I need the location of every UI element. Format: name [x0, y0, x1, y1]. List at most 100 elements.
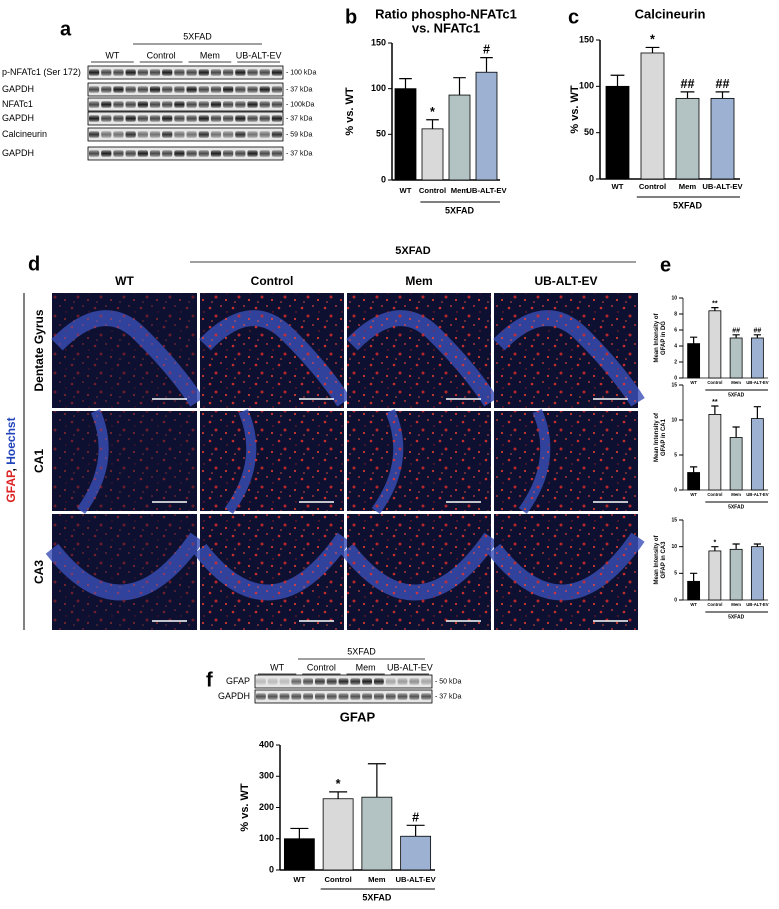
- y-tick-label: 4: [674, 343, 677, 349]
- chart-title: GFAP: [340, 709, 376, 724]
- blot-band: [259, 150, 270, 157]
- blot-band: [198, 101, 209, 108]
- blot-band: [210, 131, 222, 138]
- chart-title: Ratio phospho-NFATc1: [375, 6, 517, 21]
- lane-label: UB-ALT-EV: [387, 662, 433, 672]
- blot-band: [101, 115, 112, 122]
- blot-band: [137, 150, 148, 157]
- blot-band: [223, 86, 234, 93]
- error-bar: [480, 57, 493, 73]
- blot-band: [89, 101, 100, 108]
- x-tick-label: WT: [690, 492, 697, 497]
- significance-marker: ##: [753, 328, 761, 335]
- blot-band: [271, 150, 282, 157]
- blot-band: [174, 131, 185, 138]
- blot-band: [125, 86, 136, 93]
- x-tick-label: UB-ALT-EV: [746, 602, 769, 607]
- blot-band: [149, 69, 161, 76]
- blot-band: [174, 150, 185, 157]
- blot-size: - 37 kDa: [286, 86, 313, 93]
- blot-band: [279, 678, 290, 685]
- blot-band: [291, 693, 302, 700]
- error-bar: [399, 78, 412, 89]
- blot-band: [271, 131, 282, 138]
- y-axis-label: Mean Intensity of: [654, 313, 660, 363]
- blot-band: [235, 115, 246, 122]
- x-tick-label: UB-ALT-EV: [746, 492, 769, 497]
- y-tick-label: 10: [671, 417, 677, 423]
- y-tick-label: 50: [584, 127, 594, 137]
- y-tick-label: 50: [376, 129, 386, 139]
- error-bar: [732, 334, 740, 338]
- blot-band: [113, 86, 124, 93]
- y-tick-label: 0: [674, 597, 677, 603]
- x-tick-label: Control: [707, 602, 722, 607]
- blot-size: - 100kDa: [286, 101, 315, 108]
- blot-band: [247, 150, 258, 157]
- bar: [708, 413, 722, 491]
- error-bar: [711, 307, 719, 311]
- blot-row-label: GAPDH: [218, 691, 250, 701]
- bar: [729, 548, 743, 601]
- blot-band: [186, 150, 197, 157]
- blot-strip: [87, 146, 284, 161]
- y-tick-label: 6: [674, 327, 677, 333]
- chart-title: vs. NFATc1: [412, 20, 480, 35]
- x-tick-label: WT: [690, 380, 697, 385]
- blot-band: [235, 101, 246, 108]
- gfap-signal: [347, 293, 491, 408]
- blot-band: [174, 115, 185, 122]
- blot-size: - 59 kDa: [286, 131, 313, 138]
- blot-band: [385, 693, 396, 700]
- gfap-signal: [494, 514, 638, 630]
- y-tick-label: 0: [381, 174, 386, 184]
- error-bar: [426, 119, 439, 129]
- significance-marker: ##: [715, 77, 729, 91]
- error-bar: [711, 405, 719, 415]
- blot-band: [198, 131, 209, 138]
- blot-band: [210, 150, 222, 157]
- panel-letter: c: [568, 6, 579, 28]
- blot-band: [350, 693, 361, 700]
- blot-band: [271, 115, 282, 122]
- blot-size: - 37 kDa: [286, 115, 313, 122]
- blot-band: [137, 69, 148, 76]
- significance-marker: *: [650, 33, 655, 47]
- error-bar: [711, 546, 719, 551]
- blot-band: [259, 101, 270, 108]
- y-axis-label: GFAP in DG: [661, 321, 667, 355]
- x-tick-label: UB-ALT-EV: [396, 875, 437, 884]
- x-tick-label: WT: [400, 186, 412, 195]
- bar: [687, 343, 701, 379]
- bar: [708, 550, 722, 601]
- blot-strip: [87, 65, 284, 80]
- y-axis-label: Mean Intensity of: [654, 412, 660, 462]
- gfap-signal: [200, 514, 344, 630]
- column-label: UB-ALT-EV: [534, 274, 597, 288]
- blot-band: [326, 678, 337, 685]
- blot-band: [125, 101, 136, 108]
- y-tick-label: 0: [269, 864, 274, 874]
- gfap-signal: [52, 411, 197, 511]
- blot-band: [89, 86, 100, 93]
- y-axis-label: GFAP in CA3: [661, 541, 667, 579]
- x-tick-label: Control: [639, 182, 666, 191]
- x-tick-label: UB-ALT-EV: [746, 380, 769, 385]
- panel-letter: e: [660, 254, 671, 276]
- error-bar: [690, 572, 698, 582]
- blot-band: [259, 69, 270, 76]
- y-tick-label: 0: [674, 487, 677, 493]
- blot-band: [259, 115, 270, 122]
- blot-band: [198, 150, 209, 157]
- y-tick-label: 0: [589, 173, 594, 183]
- y-tick-label: 150: [579, 34, 594, 44]
- bar: [750, 337, 764, 379]
- blot-band: [113, 101, 124, 108]
- blot-row-label: Calcineurin: [2, 129, 47, 139]
- error-bar: [732, 543, 740, 550]
- panel-letter: f: [206, 669, 213, 691]
- blot-band: [162, 101, 173, 108]
- blot-band: [362, 693, 372, 700]
- lane-label: Control: [307, 662, 336, 672]
- stain-separator: ,: [4, 465, 18, 472]
